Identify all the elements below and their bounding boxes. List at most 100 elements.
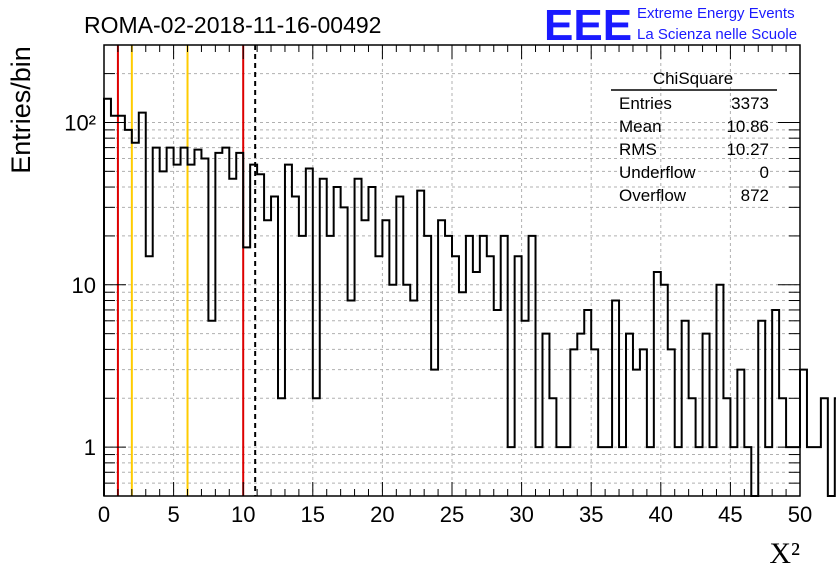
histogram-bin <box>821 398 828 496</box>
histogram-bin <box>194 150 201 496</box>
histogram-bin <box>723 398 730 496</box>
histogram-bin <box>466 236 473 496</box>
histogram-bin <box>188 165 195 496</box>
histogram-bin <box>536 447 543 496</box>
y-tick-label: 1 <box>84 435 96 460</box>
histogram-bin <box>598 447 605 496</box>
x-tick-label: 40 <box>649 502 673 527</box>
histogram-bin <box>758 321 765 496</box>
histogram-bin <box>633 370 640 496</box>
histogram-bin <box>584 310 591 496</box>
histogram-bin <box>765 447 772 496</box>
histogram-bin <box>480 236 487 496</box>
histogram-bin <box>264 220 271 496</box>
y-tick-label: 10 <box>72 273 96 298</box>
histogram-bin <box>201 158 208 496</box>
histogram-bin <box>452 256 459 496</box>
grid <box>103 44 801 497</box>
histogram-bin <box>146 256 153 496</box>
stats-value: 10.86 <box>726 117 769 136</box>
histogram-bin <box>243 247 250 496</box>
histogram-bin <box>577 334 584 496</box>
histogram-bin <box>682 321 689 496</box>
histogram-bin <box>710 447 717 496</box>
stats-value: 3373 <box>731 94 769 113</box>
histogram-bin <box>522 321 529 496</box>
histogram-bin <box>431 370 438 496</box>
histogram-bin <box>737 370 744 496</box>
histogram-bin <box>814 447 821 496</box>
histogram-bin <box>563 447 570 496</box>
stats-label: Underflow <box>619 163 696 182</box>
histogram-bin <box>111 116 118 496</box>
histogram-bin <box>257 174 264 496</box>
x-tick-label: 5 <box>167 502 179 527</box>
stats-value: 10.27 <box>726 140 769 159</box>
histogram-bin <box>278 398 285 496</box>
reference-lines <box>116 45 257 496</box>
histogram-bin <box>327 236 334 496</box>
histogram-bin <box>271 196 278 496</box>
histogram-bin <box>515 256 522 496</box>
axes-frame <box>103 44 801 497</box>
x-axis-title: X² <box>769 537 800 570</box>
histogram-bin <box>236 153 243 496</box>
histogram-bin <box>368 187 375 496</box>
x-tick-label: 45 <box>718 502 742 527</box>
histogram-bin <box>375 256 382 496</box>
histogram-bin <box>125 130 132 496</box>
logo-line-1: Extreme Energy Events <box>637 5 795 22</box>
logo-mark: EEE <box>544 1 632 50</box>
histogram-bin <box>215 153 222 496</box>
histogram-bin <box>556 447 563 496</box>
histogram-bin <box>208 321 215 496</box>
logo-line-2: La Scienza nelle Scuole <box>637 26 797 43</box>
histogram-bin <box>696 447 703 496</box>
histogram-bin <box>800 370 807 496</box>
x-tick-label: 30 <box>509 502 533 527</box>
histogram-bin <box>132 143 139 496</box>
stats-label: Mean <box>619 117 662 136</box>
histogram-bin <box>640 349 647 496</box>
histogram-bin <box>473 272 480 496</box>
histogram-bin <box>445 236 452 496</box>
stats-value: 0 <box>760 163 769 182</box>
histogram-bin <box>549 398 556 496</box>
histogram-bin <box>389 285 396 496</box>
histogram-bin <box>654 272 661 496</box>
histogram-bin <box>313 398 320 496</box>
histogram-bin <box>591 349 598 496</box>
histogram-bin <box>626 334 633 496</box>
histogram-bin <box>160 171 167 496</box>
chart-title: ROMA-02-2018-11-16-00492 <box>84 12 381 38</box>
histogram-bin <box>139 113 146 496</box>
histogram-bin <box>362 220 369 496</box>
stats-box: ChiSquare Entries 3373 Mean 10.86 RMS 10.27 Un… <box>611 69 777 205</box>
histogram-bin <box>438 220 445 496</box>
x-tick-label: 15 <box>301 502 325 527</box>
histogram-bin <box>222 148 229 496</box>
histogram-bin <box>612 301 619 496</box>
x-tick-label: 50 <box>788 502 812 527</box>
stats-title: ChiSquare <box>653 69 733 88</box>
histogram-bin <box>341 207 348 496</box>
histogram-bin <box>647 447 654 496</box>
eee-logo: EEE Extreme Energy Events La Scienza nel… <box>544 1 797 50</box>
x-tick-label: 0 <box>98 502 110 527</box>
histogram-bin <box>299 236 306 496</box>
histogram-bin <box>668 349 675 496</box>
x-tick-label: 20 <box>370 502 394 527</box>
histogram-bin <box>153 148 160 496</box>
histogram-bin <box>689 398 696 496</box>
histogram-bin <box>320 179 327 496</box>
x-tick-label: 25 <box>440 502 464 527</box>
histogram-bin <box>410 301 417 496</box>
histogram-bin <box>292 196 299 496</box>
histogram-bin <box>181 148 188 496</box>
y-tick-labels: 1 10 10² <box>64 110 96 460</box>
histogram-bin <box>403 285 410 496</box>
histogram-bin <box>355 179 362 496</box>
histogram-bin <box>807 447 814 496</box>
stats-label: Entries <box>619 94 672 113</box>
